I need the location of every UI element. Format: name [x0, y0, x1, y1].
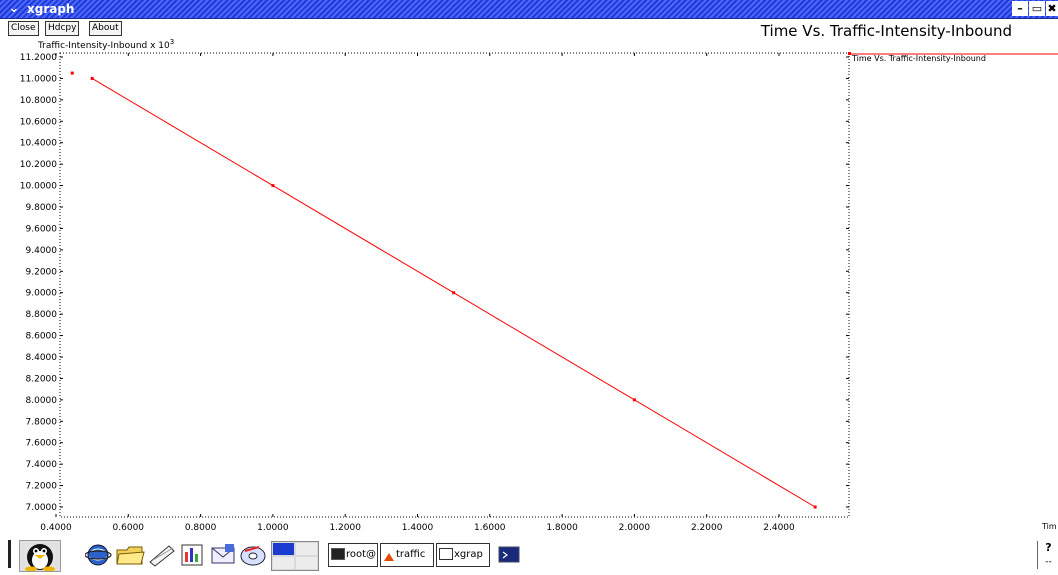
- legend-marker: [848, 52, 851, 55]
- y-tick-label: 8.0000: [26, 396, 58, 406]
- about-button[interactable]: About: [89, 21, 122, 36]
- window-title: xgraph: [27, 2, 75, 16]
- y-tick-label: 7.2000: [26, 482, 58, 492]
- legend-series-label: Time Vs. Traffic-Intensity-Inbound: [852, 54, 986, 63]
- penguin-icon: [25, 544, 55, 572]
- console-launcher[interactable]: [498, 545, 522, 565]
- y-tick-label: 10.6000: [20, 117, 57, 127]
- data-point: [70, 71, 74, 75]
- x-tick-label: 1.0000: [257, 523, 289, 533]
- y-tick-label: 7.0000: [26, 503, 58, 513]
- x-tick-label: 2.2000: [691, 523, 723, 533]
- line-chart: 11.2000 11.0000 10.8000 10.6000 10.4000 10.20…: [20, 52, 1058, 533]
- x-tick-label: 2.4000: [763, 523, 795, 533]
- x-tick-label: 0.4000: [40, 523, 72, 533]
- hdcpy-button[interactable]: Hdcpy: [45, 21, 80, 36]
- taskbar: [0, 537, 1058, 571]
- globe-icon: [84, 544, 112, 566]
- console-icon: [498, 546, 520, 563]
- pencil-icon: [149, 545, 175, 567]
- plot-frame: [59, 52, 850, 518]
- x-tick-label: 1.4000: [402, 523, 434, 533]
- x-axis-unit-label: Tim: [1042, 522, 1057, 531]
- x-tick-label: 0.6000: [113, 523, 145, 533]
- x-tick-label: 2.0000: [619, 523, 651, 533]
- y-tick-label: 8.2000: [26, 374, 58, 384]
- workspace-pager[interactable]: [271, 541, 319, 571]
- y-tick-label: 9.2000: [26, 267, 58, 277]
- y-tick-label: 9.8000: [26, 203, 58, 213]
- data-point: [271, 184, 275, 188]
- workspace-1[interactable]: [273, 543, 294, 555]
- y-tick-label: 11.2000: [20, 53, 57, 63]
- editor-launcher[interactable]: [147, 542, 177, 568]
- y-tick-label: 10.2000: [20, 160, 57, 170]
- window-menu-icon[interactable]: ⌄: [8, 1, 20, 16]
- title-bar[interactable]: ⌄ xgraph – ▭ ✖: [0, 0, 1058, 19]
- y-tick-label: 9.6000: [26, 224, 58, 234]
- taskbar-handle: [8, 540, 11, 568]
- help-button[interactable]: ? --: [1037, 541, 1058, 569]
- y-tick-label: 8.8000: [26, 310, 58, 320]
- help-icon: ?: [1045, 541, 1052, 554]
- mail-launcher[interactable]: [209, 542, 237, 568]
- data-point: [813, 505, 817, 509]
- close-button[interactable]: Close: [8, 21, 39, 36]
- y-tick-label: 8.4000: [26, 353, 58, 363]
- terminal-icon: [331, 548, 345, 560]
- task-traffic[interactable]: traffic: [380, 543, 434, 567]
- start-menu-button[interactable]: [19, 540, 61, 572]
- data-point: [452, 291, 456, 295]
- workspace-4[interactable]: [296, 557, 317, 569]
- task-label: xgrap: [454, 549, 483, 560]
- workspace-3[interactable]: [273, 557, 294, 569]
- disc-icon: [240, 546, 266, 566]
- task-label: root@: [346, 549, 377, 560]
- help-sub-label: --: [1045, 557, 1052, 567]
- x-tick-label: 1.8000: [546, 523, 578, 533]
- y-tick-label: 10.8000: [20, 96, 57, 106]
- maximize-button[interactable]: ▭: [1029, 1, 1045, 16]
- graph-title: Time Vs. Traffic-Intensity-Inbound: [760, 22, 1012, 40]
- data-point: [632, 398, 636, 402]
- y-tick-label: 9.0000: [26, 289, 58, 299]
- task-label: traffic: [396, 549, 426, 560]
- task-xgraph[interactable]: xgrap: [436, 543, 490, 567]
- close-window-button[interactable]: ✖: [1046, 1, 1058, 16]
- y-tick-label: 8.6000: [26, 332, 58, 342]
- folder-icon: [116, 546, 145, 565]
- data-point: [90, 76, 94, 80]
- y-tick-label: 7.4000: [26, 460, 58, 470]
- y-tick-label: 10.0000: [20, 182, 57, 192]
- file-manager-launcher[interactable]: [115, 542, 145, 568]
- traffic-app-icon: [383, 549, 395, 561]
- envelope-icon: [211, 544, 235, 564]
- window-icon: [439, 548, 453, 560]
- x-tick-label: 1.2000: [329, 523, 361, 533]
- office-launcher[interactable]: [179, 542, 207, 568]
- y-tick-label: 11.0000: [20, 74, 57, 84]
- y-tick-label: 7.6000: [26, 439, 58, 449]
- workspace-2[interactable]: [296, 543, 317, 555]
- network-launcher[interactable]: [239, 542, 267, 568]
- y-tick-label: 9.4000: [26, 246, 58, 256]
- y-tick-label: 7.8000: [26, 417, 58, 427]
- x-tick-label: 1.6000: [474, 523, 506, 533]
- minimize-button[interactable]: –: [1012, 1, 1028, 16]
- x-tick-label: 0.8000: [185, 523, 217, 533]
- browser-launcher[interactable]: [84, 542, 113, 568]
- task-terminal-root[interactable]: root@: [328, 543, 378, 567]
- spreadsheet-icon: [181, 544, 203, 566]
- y-tick-label: 10.4000: [20, 139, 57, 149]
- y-axis-label: Traffic-Intensity-Inbound x 103: [38, 38, 175, 51]
